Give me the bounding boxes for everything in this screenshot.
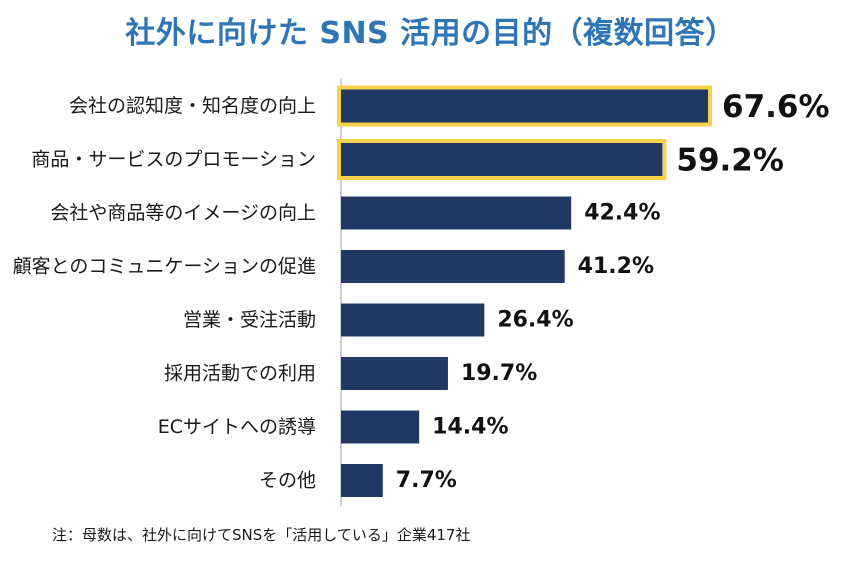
- chart-title: 社外に向けた SNS 活用の目的（複数回答）: [125, 16, 736, 51]
- value-label: 19.7%: [461, 361, 537, 386]
- value-label: 59.2%: [676, 143, 784, 179]
- bar: [341, 357, 448, 390]
- category-label: 会社や商品等のイメージの向上: [50, 202, 316, 224]
- bar: [341, 250, 565, 283]
- value-label: 14.4%: [432, 415, 508, 440]
- bar: [341, 89, 708, 123]
- bar: [341, 410, 420, 444]
- bar: [341, 303, 485, 337]
- bar: [341, 464, 383, 497]
- category-label: 会社の認知度・知名度の向上: [69, 95, 316, 117]
- value-label: 42.4%: [584, 201, 660, 226]
- category-label: その他: [259, 470, 316, 492]
- category-label: 営業・受注活動: [183, 309, 316, 331]
- bars-layer: 会社の認知度・知名度の向上 67.6% 商品・サービスのプロモーション 59.2% 会社…: [13, 85, 830, 497]
- value-label: 7.7%: [396, 468, 457, 493]
- bar-highlight-frame: [337, 85, 712, 127]
- chart-footnote: 注：母数は、社外に向けてSNSを「活用している」企業417社: [52, 526, 471, 544]
- bar: [341, 196, 572, 230]
- bar-highlight-frame: [337, 139, 667, 180]
- value-label: 26.4%: [497, 308, 573, 333]
- value-label: 67.6%: [722, 89, 830, 125]
- category-label: 商品・サービスのプロモーション: [31, 149, 316, 171]
- category-label: 採用活動での利用: [164, 363, 316, 385]
- value-label: 41.2%: [578, 254, 654, 279]
- category-label: ECサイトへの誘導: [158, 416, 316, 438]
- category-label: 顧客とのコミュニケーションの促進: [13, 256, 316, 278]
- bar: [341, 143, 663, 176]
